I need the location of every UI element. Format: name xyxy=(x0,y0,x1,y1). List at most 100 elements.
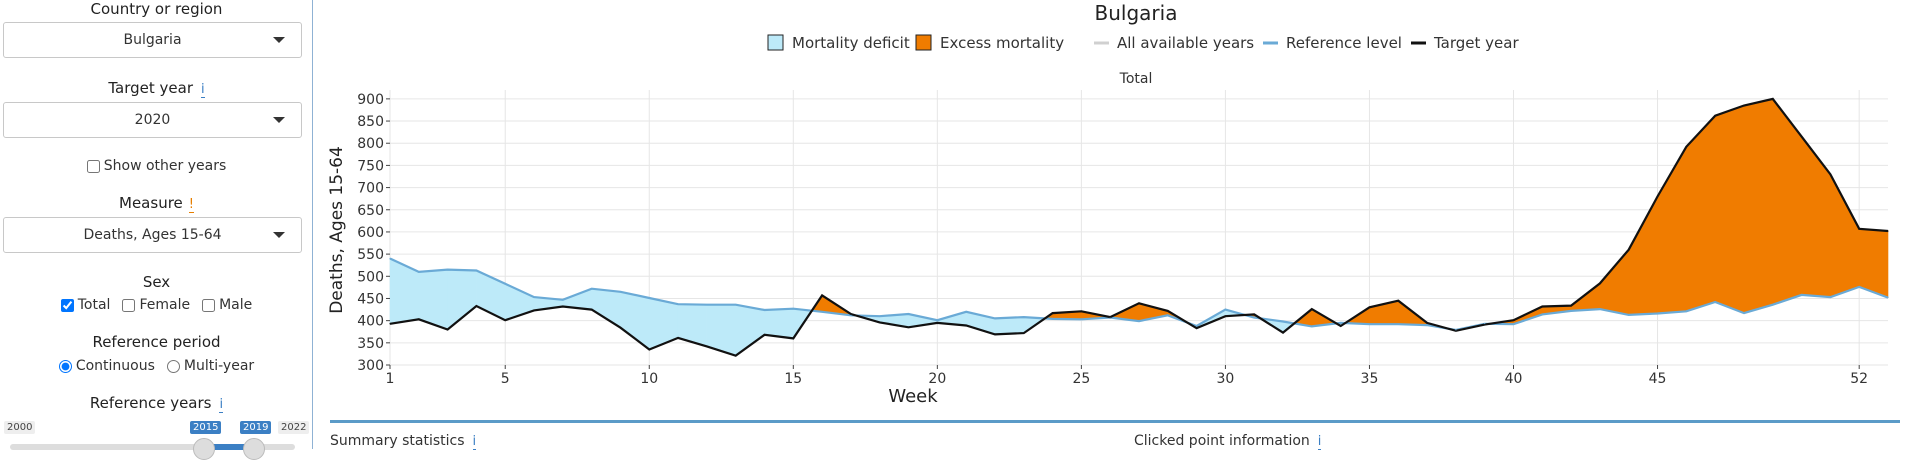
reference-point xyxy=(1628,314,1630,316)
reference-years-slider-track[interactable] xyxy=(10,444,295,450)
target-point xyxy=(735,355,737,357)
info-icon[interactable]: i xyxy=(472,434,477,450)
measure-label-row: Measure! xyxy=(0,194,313,213)
sex-options: Total Female Male xyxy=(0,297,313,313)
country-select[interactable]: Bulgaria xyxy=(3,22,302,58)
measure-select[interactable]: Deaths, Ages 15-64 xyxy=(3,217,302,253)
show-other-years-checkbox[interactable] xyxy=(86,159,100,173)
chevron-down-icon xyxy=(273,37,285,43)
target-point xyxy=(1714,115,1716,117)
multi-year-radio[interactable] xyxy=(166,359,180,373)
chevron-down-icon xyxy=(273,232,285,238)
reference-point xyxy=(591,288,593,290)
measure-label: Measure xyxy=(119,194,183,212)
reference-point xyxy=(1743,312,1745,314)
target-point xyxy=(1772,98,1774,100)
target-point xyxy=(1340,325,1342,327)
mortality-chart: Bulgaria Mortality deficit Excess mortal… xyxy=(327,1,1889,407)
excess-mortality-area xyxy=(1714,105,1745,314)
sidebar: Country or region Bulgaria Target year i … xyxy=(0,0,313,460)
target-point xyxy=(1455,330,1457,332)
mortality-deficit-area xyxy=(620,291,650,351)
target-point xyxy=(1541,305,1543,308)
reference-point xyxy=(1714,301,1716,303)
target-year-label: Target year xyxy=(108,79,193,97)
reference-point xyxy=(706,304,708,306)
reference-point xyxy=(1138,320,1140,322)
reference-point xyxy=(1397,323,1399,325)
target-point xyxy=(1829,173,1831,175)
target-point xyxy=(1138,302,1140,304)
sex-male-checkbox[interactable] xyxy=(202,298,216,312)
excess-mortality-area xyxy=(1743,98,1774,314)
reference-point xyxy=(1858,286,1860,288)
target-point xyxy=(447,328,449,331)
target-point xyxy=(1167,310,1169,312)
reference-point xyxy=(1426,324,1428,326)
legend-label-target[interactable]: Target year xyxy=(1433,34,1519,52)
y-tick-label: 300 xyxy=(357,358,384,374)
reference-point xyxy=(1570,310,1572,312)
reference-years-label: Reference years xyxy=(89,394,212,412)
reference-point xyxy=(389,257,391,260)
reference-point xyxy=(1541,313,1543,316)
target-year-value: 2020 xyxy=(134,112,171,128)
excess-mortality-area xyxy=(1801,135,1831,298)
sex-total-checkbox[interactable] xyxy=(60,298,74,312)
y-tick-label: 750 xyxy=(357,158,384,174)
warning-icon[interactable]: ! xyxy=(188,197,194,213)
slider-handle-to[interactable] xyxy=(243,438,265,460)
slider-handle-from[interactable] xyxy=(193,438,215,460)
reference-point xyxy=(907,313,910,315)
mortality-deficit-area xyxy=(648,297,679,350)
chart-subtitle: Total xyxy=(1119,71,1153,87)
x-tick-label: 30 xyxy=(1217,371,1235,387)
target-point xyxy=(1253,313,1255,316)
target-point xyxy=(965,324,967,327)
y-tick-label: 900 xyxy=(357,92,384,108)
chart-title: Bulgaria xyxy=(1095,1,1178,25)
show-other-years-row: Show other years xyxy=(0,158,313,174)
reference-point xyxy=(1685,310,1687,312)
reference-period-label: Reference period xyxy=(92,333,221,351)
target-point xyxy=(1196,327,1198,329)
y-tick-label: 700 xyxy=(357,181,384,197)
y-tick-label: 650 xyxy=(357,203,384,219)
target-point xyxy=(1109,316,1111,318)
target-point xyxy=(1743,104,1745,107)
reference-point xyxy=(879,315,881,317)
continuous-radio[interactable] xyxy=(58,359,72,373)
summary-statistics-label: Summary statistics xyxy=(330,433,465,449)
reference-point xyxy=(1656,312,1659,315)
x-tick-label: 45 xyxy=(1649,371,1667,387)
reference-point xyxy=(1829,296,1831,298)
info-icon[interactable]: i xyxy=(201,82,205,98)
slider-min-label: 2000 xyxy=(4,421,36,434)
legend-label-all-years[interactable]: All available years xyxy=(1117,34,1254,52)
sex-female-checkbox[interactable] xyxy=(122,298,136,312)
target-point xyxy=(821,294,823,296)
info-icon[interactable]: i xyxy=(1317,434,1322,450)
measure-value: Deaths, Ages 15-64 xyxy=(83,227,222,243)
continuous-label: Continuous xyxy=(75,358,155,374)
target-point xyxy=(1858,228,1860,230)
target-year-select[interactable]: 2020 xyxy=(3,102,302,138)
target-point xyxy=(850,313,852,315)
mortality-deficit-area xyxy=(764,308,794,339)
mortality-deficit-area xyxy=(389,258,420,325)
y-tick-label: 550 xyxy=(357,247,384,263)
reference-point xyxy=(1340,322,1342,324)
legend-label-reference[interactable]: Reference level xyxy=(1286,34,1402,52)
reference-point xyxy=(735,304,737,306)
reference-point xyxy=(1023,316,1025,318)
legend-swatch-deficit xyxy=(767,34,784,51)
reference-point xyxy=(1368,323,1371,325)
legend-label-excess[interactable]: Excess mortality xyxy=(940,34,1064,52)
legend-label-deficit[interactable]: Mortality deficit xyxy=(792,34,910,52)
grid xyxy=(389,90,1888,366)
legend: Mortality deficit Excess mortality All a… xyxy=(767,34,1519,52)
info-icon[interactable]: i xyxy=(219,397,224,413)
bottom-panel: Summary statistics i Clicked point inform… xyxy=(330,420,1900,452)
reference-point xyxy=(1224,308,1227,311)
target-point xyxy=(619,327,622,329)
